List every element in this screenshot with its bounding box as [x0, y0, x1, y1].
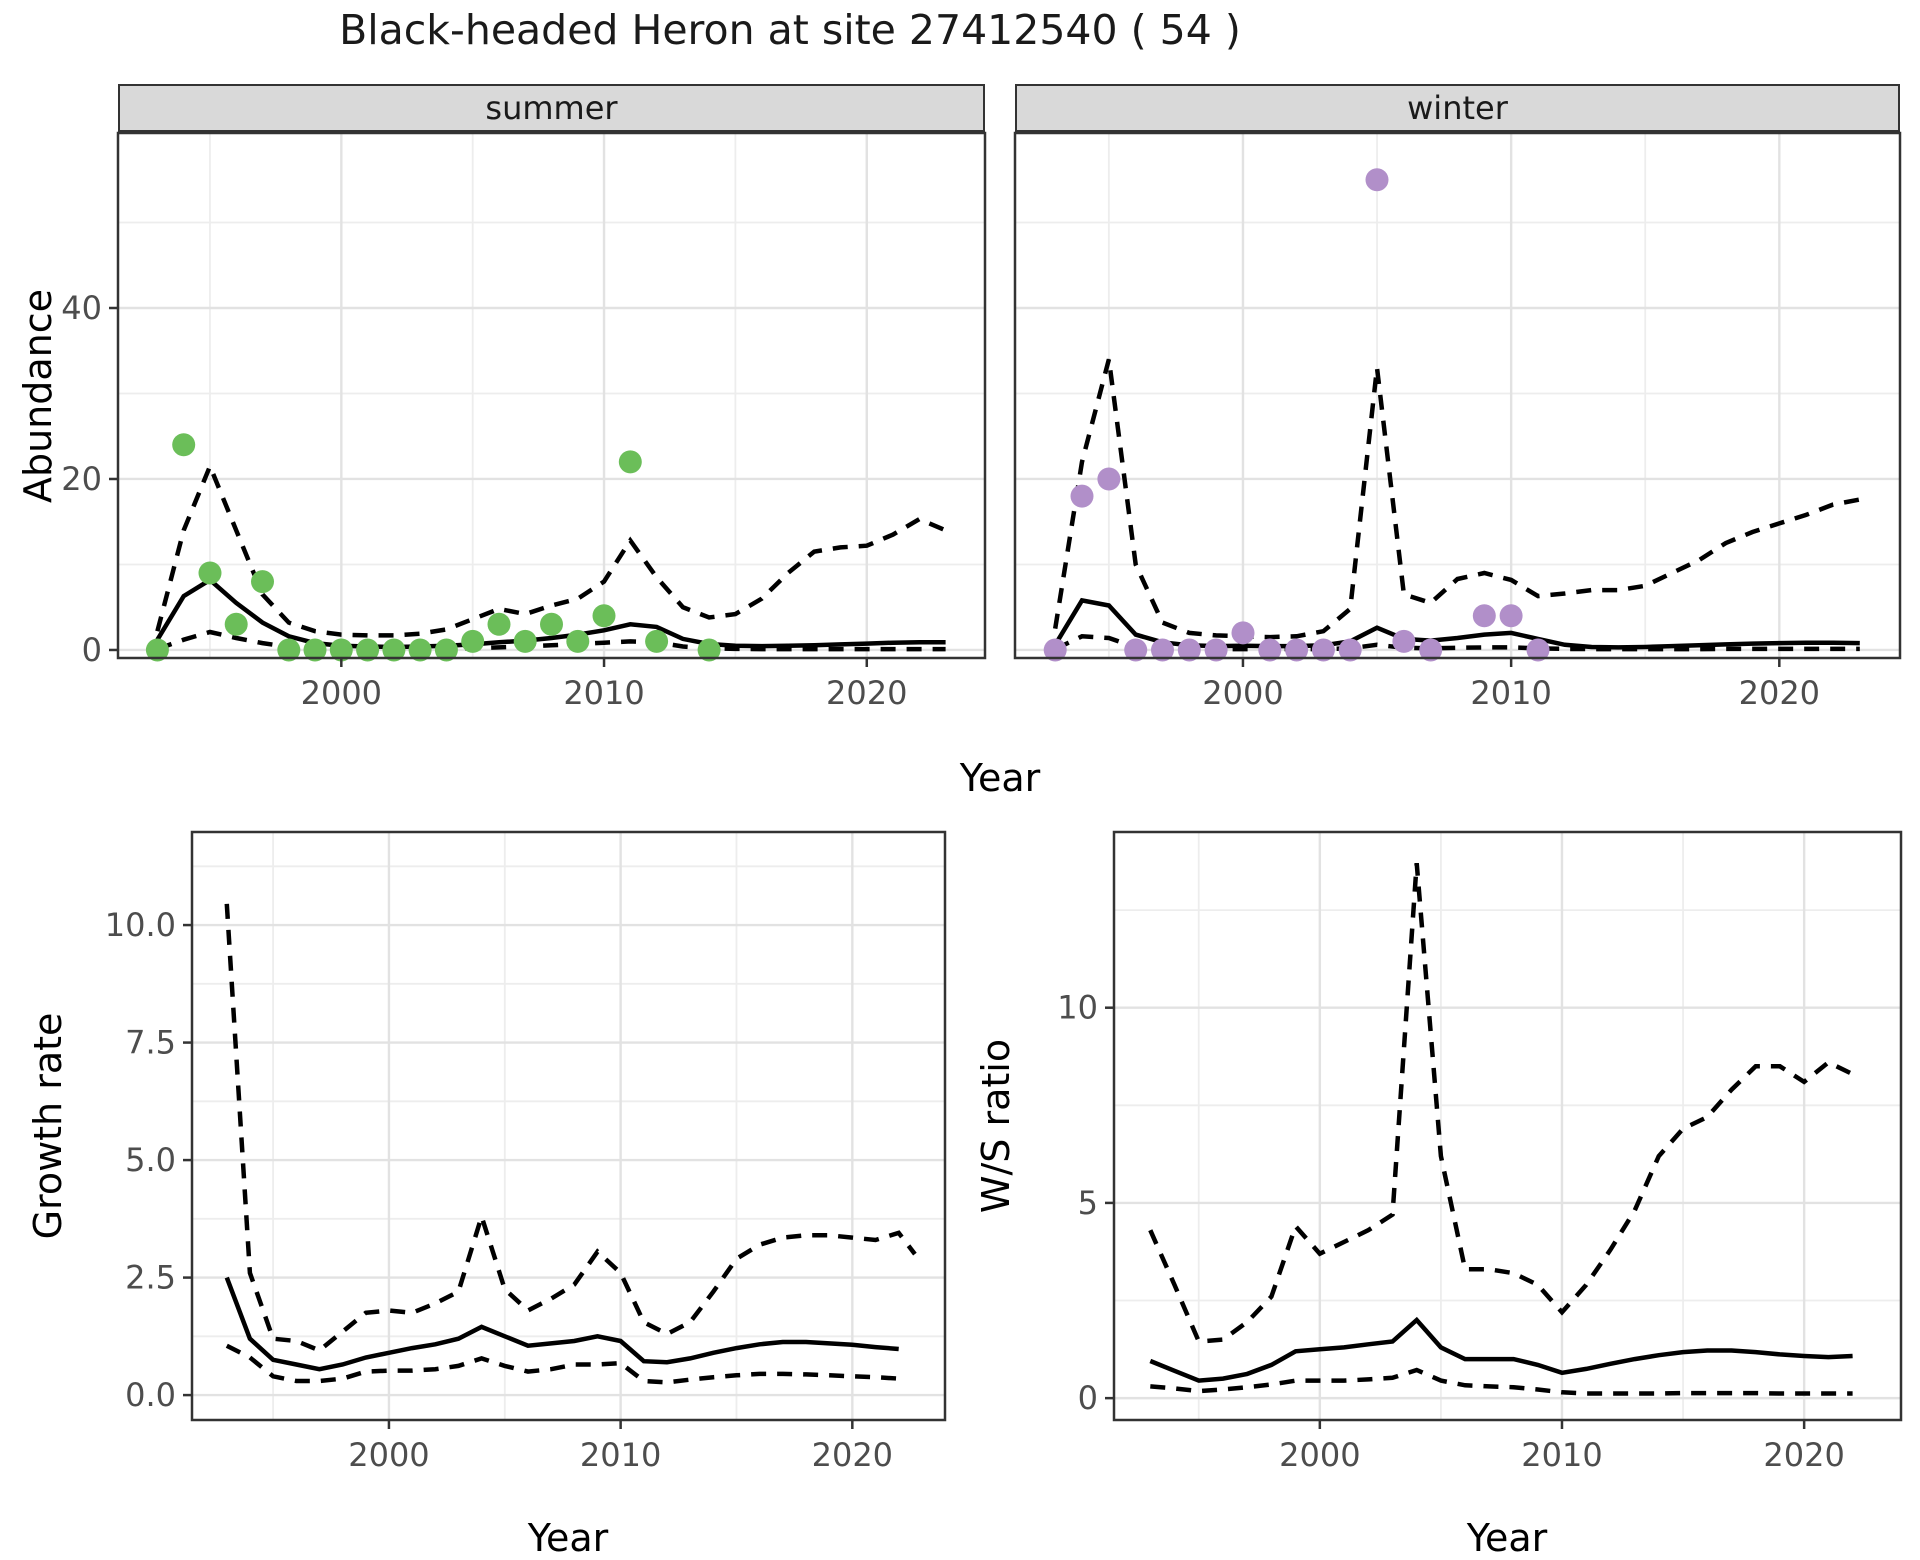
y-tick-label: 20 — [61, 460, 102, 498]
observed-point — [1258, 638, 1282, 662]
observed-point — [251, 570, 274, 594]
observed-point — [1177, 638, 1201, 662]
observed-point — [697, 638, 721, 662]
observed-point — [592, 604, 616, 628]
observed-point — [1392, 629, 1416, 653]
lower95-line — [225, 1343, 899, 1385]
fit-line — [224, 1276, 899, 1372]
y-tick-label: 10.0 — [105, 906, 176, 944]
y-tick-label: 0.0 — [125, 1376, 176, 1414]
observed-point — [1338, 638, 1362, 662]
observed-point — [1097, 467, 1121, 491]
winter-abundance-panel: 2000 2010 2020 — [1013, 131, 1902, 712]
observed-point — [382, 638, 406, 662]
observed-point — [540, 612, 563, 636]
observed-point — [1472, 604, 1496, 628]
ws-year-axis-title: Year — [1466, 1516, 1548, 1560]
ws-ratio-panel: 2000 2010 2020 0 5 10 — [1057, 830, 1903, 1474]
observed-point — [434, 638, 458, 662]
observed-point — [618, 450, 642, 474]
growth-rate-axis-title: Growth rate — [26, 1012, 70, 1240]
x-tick-label: 2010 — [563, 674, 644, 712]
lower95-line — [1150, 1367, 1853, 1396]
panel-border — [1112, 830, 1903, 1422]
chart-title: Black-headed Heron at site 27412540 ( 54… — [339, 6, 1241, 54]
fit-line — [1149, 1316, 1853, 1383]
observed-point — [408, 638, 432, 662]
observed-point — [1285, 638, 1309, 662]
x-tick-label: 2020 — [826, 674, 907, 712]
x-tick-label: 2020 — [1763, 1436, 1844, 1474]
x-tick-label: 2010 — [580, 1436, 661, 1474]
observed-point — [198, 561, 222, 585]
upper95-line — [1052, 358, 1861, 640]
observed-point — [566, 629, 590, 653]
observed-point — [513, 629, 537, 653]
observed-point — [1043, 638, 1067, 662]
observed-point — [329, 638, 353, 662]
y-tick-label: 5.0 — [125, 1141, 176, 1179]
observed-point — [1231, 621, 1255, 645]
observed-point — [1204, 638, 1228, 662]
top-year-axis-title: Year — [959, 756, 1041, 800]
facet-strip-winter: winter — [1015, 84, 1900, 133]
x-tick-label: 2020 — [812, 1436, 893, 1474]
x-tick-label: 2010 — [1521, 1436, 1602, 1474]
observed-point — [461, 629, 485, 653]
observed-point — [277, 638, 301, 662]
panel-border — [190, 830, 947, 1422]
y-tick-label: 40 — [61, 289, 102, 327]
x-tick-label: 2000 — [1279, 1436, 1360, 1474]
upper95-line — [1148, 863, 1854, 1344]
observed-point — [145, 638, 169, 662]
observed-point — [1365, 168, 1389, 192]
observed-point — [172, 433, 196, 457]
facet-strip-winter-label: winter — [1407, 89, 1508, 127]
y-tick-label: 7.5 — [125, 1024, 176, 1062]
upper95-line — [155, 460, 947, 638]
observed-point — [645, 629, 669, 653]
upper95-line — [224, 903, 917, 1353]
y-tick-label: 0 — [1078, 1379, 1098, 1417]
facet-strip-summer: summer — [118, 84, 985, 133]
observed-point — [1526, 638, 1550, 662]
observed-point — [356, 638, 380, 662]
observed-point — [303, 638, 327, 662]
observed-point — [1151, 638, 1174, 662]
growth-year-axis-title: Year — [527, 1516, 609, 1560]
observed-point — [1124, 638, 1148, 662]
y-tick-label: 0 — [82, 631, 102, 669]
fit-line — [1053, 597, 1860, 650]
x-tick-label: 2000 — [1202, 674, 1283, 712]
panel-border — [1013, 131, 1902, 660]
observed-point — [1311, 638, 1335, 662]
fit-line — [155, 577, 946, 650]
x-tick-label: 2000 — [301, 674, 382, 712]
growth-rate-panel: 2000 2010 2020 0.0 2.5 5.0 7.5 10.0 — [105, 830, 947, 1474]
ws-ratio-axis-title: W/S ratio — [974, 1038, 1018, 1214]
facet-strip-summer-label: summer — [485, 89, 618, 127]
observed-point — [487, 612, 511, 636]
observed-point — [224, 612, 248, 636]
observed-point — [1070, 484, 1094, 508]
observed-point — [1419, 638, 1443, 662]
x-tick-label: 2020 — [1739, 674, 1820, 712]
y-tick-label: 10 — [1057, 989, 1098, 1027]
summer-abundance-panel: 2000 2010 2020 0 20 40 — [61, 131, 987, 712]
x-tick-label: 2000 — [348, 1436, 429, 1474]
y-tick-label: 5 — [1078, 1184, 1098, 1222]
abundance-axis-title: Abundance — [16, 288, 60, 504]
panel-border — [116, 131, 987, 660]
y-tick-label: 2.5 — [125, 1259, 176, 1297]
observed-point — [1499, 604, 1523, 628]
x-tick-label: 2010 — [1470, 674, 1551, 712]
